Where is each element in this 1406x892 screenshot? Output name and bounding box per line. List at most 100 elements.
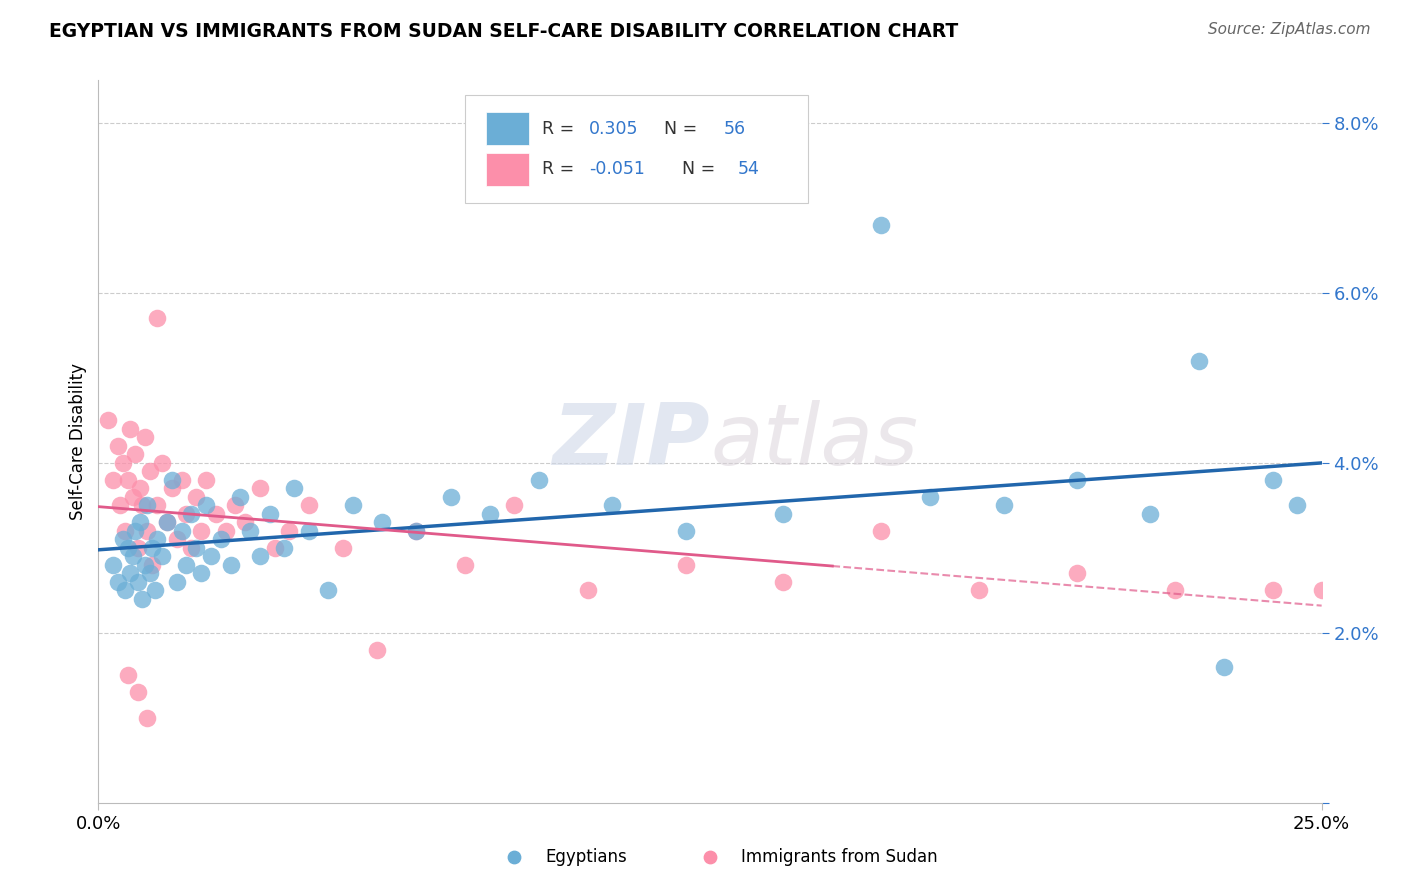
Text: 54: 54 xyxy=(738,161,761,178)
Point xyxy=(478,507,501,521)
Point xyxy=(233,516,256,530)
Point xyxy=(160,481,183,495)
Point xyxy=(127,685,149,699)
Text: EGYPTIAN VS IMMIGRANTS FROM SUDAN SELF-CARE DISABILITY CORRELATION CHART: EGYPTIAN VS IMMIGRANTS FROM SUDAN SELF-C… xyxy=(49,22,959,41)
Point xyxy=(993,498,1015,512)
Point xyxy=(259,507,281,521)
Point xyxy=(134,430,156,444)
Point xyxy=(195,498,218,512)
Bar xyxy=(486,112,529,145)
Point xyxy=(600,498,623,512)
Y-axis label: Self-Care Disability: Self-Care Disability xyxy=(69,363,87,520)
Point xyxy=(101,473,124,487)
Point xyxy=(134,558,156,572)
Point xyxy=(97,413,120,427)
Point xyxy=(111,456,134,470)
Point xyxy=(180,541,202,555)
Point xyxy=(1261,473,1284,487)
Point xyxy=(454,558,477,572)
Point xyxy=(1286,498,1309,512)
Point xyxy=(1261,583,1284,598)
Point xyxy=(139,464,162,478)
Point xyxy=(166,533,188,547)
Point xyxy=(200,549,222,564)
Text: 56: 56 xyxy=(724,120,745,137)
Point xyxy=(143,583,166,598)
Text: N =: N = xyxy=(671,161,721,178)
Point xyxy=(1188,353,1211,368)
Point xyxy=(371,516,394,530)
Point xyxy=(332,541,354,555)
Point xyxy=(136,498,159,512)
Point xyxy=(150,549,173,564)
Point xyxy=(121,549,143,564)
Point xyxy=(209,533,232,547)
Point xyxy=(190,566,212,581)
Text: Immigrants from Sudan: Immigrants from Sudan xyxy=(741,848,938,866)
Point xyxy=(195,473,218,487)
Point xyxy=(224,498,246,512)
Point xyxy=(176,558,198,572)
Point xyxy=(503,498,526,512)
Point xyxy=(283,481,305,495)
Point xyxy=(405,524,427,538)
Point xyxy=(141,541,163,555)
Point xyxy=(186,541,208,555)
Point xyxy=(870,218,893,232)
Text: 0.305: 0.305 xyxy=(589,120,638,137)
Point xyxy=(1066,473,1088,487)
Point xyxy=(170,524,193,538)
Point xyxy=(150,456,173,470)
Point xyxy=(110,498,132,512)
Text: atlas: atlas xyxy=(710,400,918,483)
Point xyxy=(121,490,143,504)
Point xyxy=(405,524,427,538)
Point xyxy=(156,516,179,530)
Point xyxy=(114,583,136,598)
Point xyxy=(120,422,142,436)
Point xyxy=(166,574,188,589)
Point xyxy=(214,524,236,538)
Point xyxy=(124,524,146,538)
Point xyxy=(146,533,169,547)
Point xyxy=(127,541,149,555)
FancyBboxPatch shape xyxy=(465,95,808,203)
Point xyxy=(104,802,127,816)
Point xyxy=(114,524,136,538)
Point xyxy=(170,473,193,487)
Point xyxy=(124,447,146,461)
Point xyxy=(263,541,285,555)
Point xyxy=(239,524,262,538)
Point xyxy=(101,558,124,572)
Point xyxy=(298,524,321,538)
Point xyxy=(675,558,697,572)
Point xyxy=(107,439,129,453)
Text: -0.051: -0.051 xyxy=(589,161,645,178)
Point xyxy=(131,498,153,512)
Point xyxy=(139,566,162,581)
Point xyxy=(278,524,301,538)
Point xyxy=(136,711,159,725)
Point xyxy=(1164,583,1187,598)
Point xyxy=(366,642,388,657)
Point xyxy=(1139,507,1161,521)
Point xyxy=(190,524,212,538)
Point xyxy=(342,498,364,512)
Point xyxy=(1310,583,1333,598)
Point xyxy=(249,481,271,495)
Point xyxy=(117,668,139,682)
Point xyxy=(273,541,295,555)
Text: ZIP: ZIP xyxy=(553,400,710,483)
Point xyxy=(920,490,942,504)
Point xyxy=(1066,566,1088,581)
Point xyxy=(129,481,152,495)
Point xyxy=(136,524,159,538)
Text: Egyptians: Egyptians xyxy=(546,848,627,866)
Point xyxy=(180,507,202,521)
Point xyxy=(120,566,142,581)
Point xyxy=(576,583,599,598)
Text: N =: N = xyxy=(652,120,702,137)
Point xyxy=(146,311,169,326)
Text: Source: ZipAtlas.com: Source: ZipAtlas.com xyxy=(1208,22,1371,37)
Point xyxy=(298,498,321,512)
